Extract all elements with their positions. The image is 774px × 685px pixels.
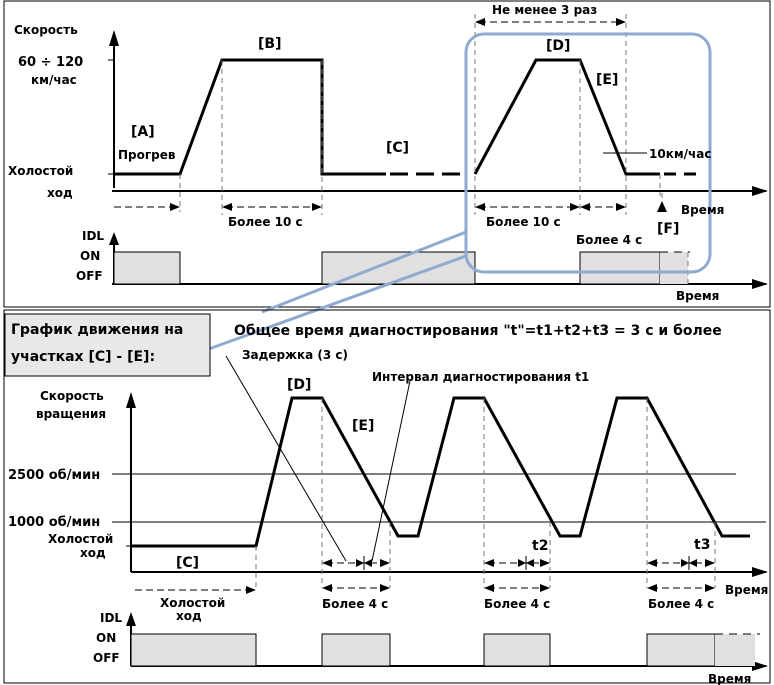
rpm-2500-label: 2500 об/мин xyxy=(8,468,100,483)
bottom-idl-axis-arrow xyxy=(126,612,136,626)
more-4s-1: Более 4 с xyxy=(322,597,388,611)
bottom-time-axis-arrow xyxy=(752,567,768,577)
bottom-phase-d: [D] xyxy=(287,377,311,393)
top-idle-label-2: ход xyxy=(47,186,73,200)
top-idl-label: IDL xyxy=(82,229,104,243)
bottom-on-label: ON xyxy=(96,631,116,645)
bottom-time-label-2: Время xyxy=(708,672,751,685)
bottom-idle-label: Холостой xyxy=(48,532,113,546)
top-more-10s-1: Более 10 с xyxy=(228,215,303,229)
rpm-1000-label: 1000 об/мин xyxy=(8,515,100,530)
interval-leader xyxy=(371,380,411,562)
bottom-idl-time-arrow xyxy=(752,661,768,671)
top-more-4s: Более 4 с xyxy=(576,233,642,247)
top-idl-on-block-tail xyxy=(660,252,688,284)
zoom-connectors xyxy=(205,230,467,352)
top-on-label: ON xyxy=(80,249,100,263)
top-speed-trace xyxy=(114,58,386,176)
bottom-idl-on-block xyxy=(130,633,257,667)
t3-label: t3 xyxy=(694,537,710,553)
top-panel: Скорость 60 ÷ 120 км/час Холостой ход [A… xyxy=(3,0,771,308)
bottom-speed-axis-arrow xyxy=(126,392,136,408)
callout-line-1: График движения на xyxy=(11,322,183,338)
top-phase-a: [A] xyxy=(131,124,155,140)
bottom-phase-c: [C] xyxy=(176,555,199,571)
rpm-trace xyxy=(131,396,750,548)
top-measure-arrowhead xyxy=(312,203,322,211)
top-more-10s-2: Более 10 с xyxy=(486,215,561,229)
top-y-label: Скорость xyxy=(14,23,78,37)
top-10kmh-label: 10км/час xyxy=(649,147,711,161)
top-idle-label: Холостой xyxy=(8,164,73,178)
zoom-line xyxy=(261,230,467,314)
top-phase-c: [C] xyxy=(386,140,409,156)
interval-t1-label: Интервал диагностирования t1 xyxy=(372,370,589,384)
top-measure-arrowhead xyxy=(170,203,180,211)
top-idl-on-block xyxy=(579,251,661,285)
t2-label: t2 xyxy=(532,538,548,554)
bottom-off-label: OFF xyxy=(93,651,120,665)
total-time-label: Общее время диагностирования "t"=t1+t2+t… xyxy=(234,323,722,339)
top-f-marker-arrow xyxy=(657,201,667,212)
top-measure-arrowhead xyxy=(475,18,485,26)
more-4s-2: Более 4 с xyxy=(484,597,550,611)
measure-group-3 xyxy=(647,556,715,592)
top-measure-arrowhead xyxy=(580,203,590,211)
top-idl-axis-arrow xyxy=(109,232,119,245)
bottom-idl-on-block xyxy=(483,633,551,667)
bottom-y-label-2: вращения xyxy=(36,407,106,421)
bottom-phase-e: [E] xyxy=(352,418,374,434)
top-phase-f: [F] xyxy=(657,221,679,237)
top-off-label: OFF xyxy=(76,269,103,283)
idle-span-label-2: ход xyxy=(176,609,202,623)
top-time-label: Время xyxy=(681,203,724,217)
idle-span-label: Холостой xyxy=(160,596,225,610)
top-time-label-2: Время xyxy=(676,289,719,303)
callout-line-2: участках [C] - [E]: xyxy=(11,349,155,365)
top-measure-arrowhead xyxy=(616,203,626,211)
bottom-idl-label: IDL xyxy=(100,611,122,625)
callout-box xyxy=(4,313,211,377)
bottom-idl-on-block-tail xyxy=(715,634,755,666)
delay-leader xyxy=(225,355,347,562)
top-measure-arrowhead xyxy=(570,203,580,211)
top-measure-arrowhead xyxy=(475,203,485,211)
top-phase-e: [E] xyxy=(596,72,618,88)
top-measure-arrowhead xyxy=(222,203,232,211)
top-phase-b: [B] xyxy=(258,36,281,52)
top-time-axis-arrow xyxy=(752,186,768,196)
bottom-panel: График движения на участках [C] - [E]: О… xyxy=(3,309,771,685)
idle-span-arrowhead xyxy=(246,586,256,594)
highlight-frame xyxy=(464,32,712,274)
top-idl-time-arrow xyxy=(752,279,768,289)
measure-group-2 xyxy=(484,556,550,592)
top-repeat-note: Не менее 3 раз xyxy=(492,3,597,17)
bottom-idl-on-block xyxy=(646,633,716,667)
bottom-y-label: Скорость xyxy=(40,389,104,403)
top-speed-range: 60 ÷ 120 xyxy=(18,55,83,70)
bottom-idle-label-2: ход xyxy=(80,546,106,560)
bottom-time-label: Время xyxy=(725,583,768,597)
top-warmup: Прогрев xyxy=(118,148,176,162)
bottom-idl-on-block xyxy=(321,633,391,667)
top-phase-d: [D] xyxy=(546,38,570,54)
delay-label: Задержка (3 с) xyxy=(242,348,348,362)
bottom-panel-frame xyxy=(3,309,771,684)
more-4s-3: Более 4 с xyxy=(648,597,714,611)
top-measure-arrowhead xyxy=(616,18,626,26)
zoom-line xyxy=(205,254,467,352)
measure-group-1 xyxy=(322,556,390,592)
top-speed-units: км/час xyxy=(31,73,77,87)
top-idl-on-block xyxy=(113,251,181,285)
top-speed-axis-arrow xyxy=(109,30,119,46)
